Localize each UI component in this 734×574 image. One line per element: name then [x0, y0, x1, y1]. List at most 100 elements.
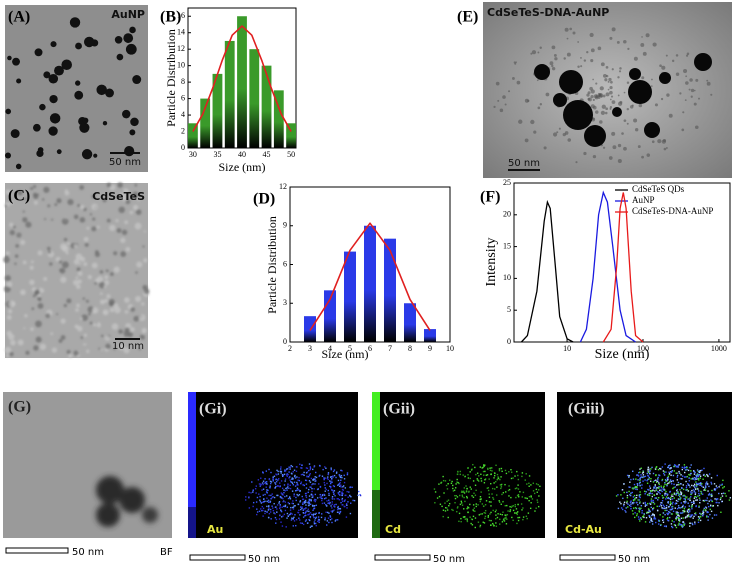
texture-dot [604, 111, 608, 115]
texture-dot [106, 218, 111, 223]
eds-signal [687, 484, 690, 486]
eds-signal [491, 522, 494, 525]
eds-signal [634, 485, 637, 488]
eds-signal [445, 484, 448, 487]
eds-signal [660, 468, 662, 470]
eds-signal [710, 483, 713, 485]
eds-signal [446, 509, 449, 511]
eds-signal [350, 495, 352, 498]
eds-signal [310, 477, 313, 480]
eds-signal [641, 487, 643, 489]
eds-signal [472, 515, 475, 518]
eds-signal [262, 515, 264, 517]
eds-signal [653, 480, 656, 482]
eds-signal [489, 467, 491, 469]
eds-signal [706, 483, 709, 486]
eds-signal [639, 484, 641, 487]
texture-dot [661, 139, 667, 144]
eds-signal [495, 522, 497, 524]
eds-signal [480, 491, 482, 493]
eds-signal [340, 479, 342, 481]
eds-signal [333, 505, 335, 507]
texture-dot [96, 276, 104, 283]
eds-signal [313, 466, 315, 468]
eds-signal [306, 522, 309, 524]
eds-signal [645, 517, 648, 519]
eds-signal [685, 466, 687, 469]
eds-signal [272, 507, 274, 509]
eds-signal [340, 492, 343, 494]
eds-signal [342, 489, 345, 491]
eds-signal [646, 479, 648, 482]
eds-signal [690, 470, 692, 472]
eds-signal [682, 525, 684, 527]
eds-signal [463, 487, 466, 489]
texture-dot [641, 36, 643, 38]
eds-signal [284, 469, 286, 471]
texture-dot [20, 289, 26, 296]
eds-signal [636, 484, 639, 486]
texture-dot [675, 54, 679, 57]
eds-signal [664, 494, 666, 496]
eds-signal [528, 499, 530, 502]
eds-signal [488, 501, 491, 503]
eds-signal [283, 489, 285, 491]
texture-dot [665, 54, 668, 57]
scale-text: 50 nm [433, 554, 465, 565]
texture-dot [29, 265, 34, 270]
eds-signal [509, 510, 511, 513]
eds-signal [298, 476, 300, 479]
y-tick-label: 12 [279, 182, 287, 191]
eds-signal [465, 485, 467, 487]
bar [224, 40, 235, 148]
eds-signal [298, 509, 300, 512]
eds-signal [330, 487, 332, 489]
texture-dot [671, 59, 675, 63]
eds-signal [668, 497, 670, 500]
eds-signal [642, 471, 645, 474]
eds-signal [699, 512, 701, 515]
eds-signal [489, 513, 491, 515]
eds-signal [312, 483, 314, 485]
texture-dot [61, 261, 69, 269]
legend-label: AuNP [632, 195, 655, 205]
eds-signal [643, 516, 645, 519]
eds-signal [648, 489, 650, 491]
eds-signal [670, 483, 673, 485]
eds-signal [626, 500, 628, 503]
nanoparticle [81, 149, 93, 160]
eds-signal [688, 505, 691, 507]
texture-dot [4, 346, 12, 354]
eds-signal [662, 486, 665, 489]
eds-signal [719, 484, 721, 486]
eds-signal [682, 484, 684, 486]
texture-dot [89, 213, 93, 216]
eds-signal [695, 485, 698, 488]
eds-signal [535, 483, 538, 485]
eds-signal [261, 510, 263, 512]
eds-signal [273, 496, 276, 499]
texture-dot [20, 239, 26, 245]
y-tick-label: 9 [283, 221, 287, 230]
texture-dot [84, 343, 87, 346]
eds-signal [694, 512, 697, 514]
texture-dot [533, 130, 537, 134]
nanoparticle [10, 129, 20, 139]
eds-signal [697, 483, 699, 486]
eds-signal [704, 499, 706, 502]
eds-signal [333, 490, 336, 492]
eds-signal [299, 490, 301, 492]
eds-signal [321, 494, 324, 497]
texture-dot [685, 75, 688, 78]
eds-signal [482, 470, 485, 473]
eds-signal [687, 508, 689, 511]
eds-signal [447, 483, 449, 485]
eds-signal [323, 494, 326, 496]
eds-signal [663, 474, 666, 476]
eds-signal [699, 484, 701, 486]
eds-signal [636, 483, 638, 485]
eds-signal [696, 473, 699, 476]
eds-signal [636, 514, 638, 517]
eds-signal [291, 506, 294, 509]
eds-signal [463, 508, 465, 510]
